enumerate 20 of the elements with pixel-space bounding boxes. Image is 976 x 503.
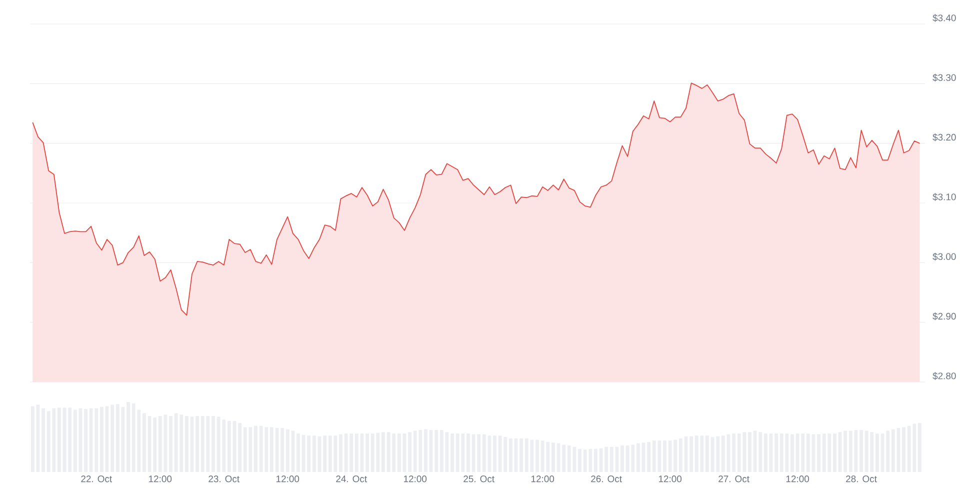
- x-tick-label: 24. Oct: [336, 476, 367, 482]
- y-tick-label: $2.90: [932, 312, 956, 320]
- x-tick-label: 27. Oct: [718, 476, 750, 482]
- x-tick-label: 12:00: [404, 476, 427, 482]
- x-tick-label: 12:00: [786, 476, 809, 482]
- x-tick-label: 22. Oct: [81, 476, 112, 482]
- y-tick-label: $3.40: [932, 14, 956, 22]
- y-tick-label: $3.30: [932, 74, 956, 82]
- y-tick-label: $3.20: [932, 133, 956, 142]
- x-tick-label: 12:00: [531, 476, 554, 482]
- x-tick-label: 26. Oct: [591, 476, 622, 482]
- y-tick-label: $3.10: [932, 193, 956, 201]
- y-tick-label: $2.80: [932, 372, 956, 380]
- x-tick-label: 12:00: [149, 476, 172, 482]
- x-tick-label: 25. Oct: [464, 476, 494, 482]
- x-tick-label: 23. Oct: [208, 476, 240, 482]
- x-tick-label: 12:00: [658, 476, 682, 482]
- x-tick-label: 28. Oct: [846, 476, 877, 482]
- x-tick-label: 12:00: [276, 476, 300, 482]
- y-tick-label: $3.00: [932, 252, 956, 260]
